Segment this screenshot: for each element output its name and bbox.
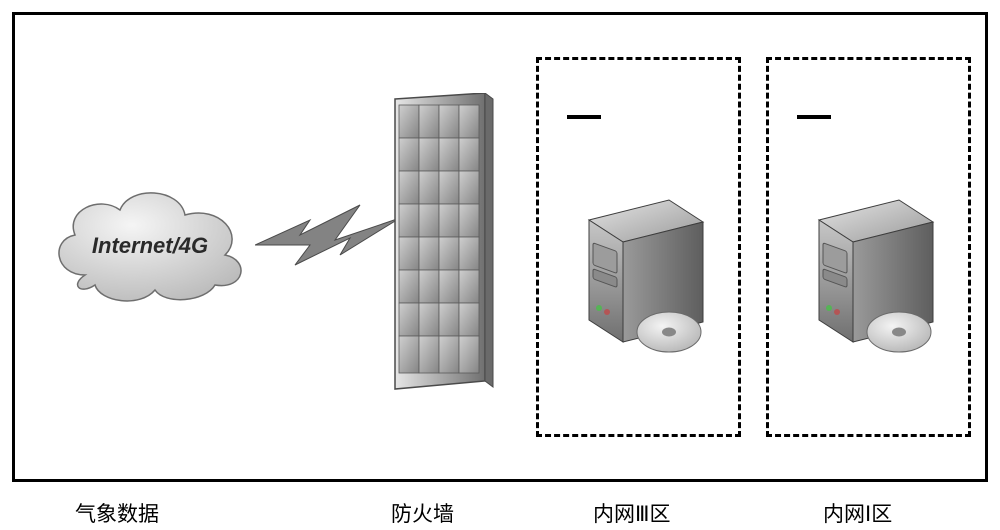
- server-zone-3: [569, 190, 714, 365]
- connection-lightning: [255, 200, 400, 270]
- cloud-icon: Internet/4G: [45, 180, 255, 310]
- intranet-zone-1: [766, 57, 971, 437]
- lightning-icon: [255, 200, 400, 270]
- label-row: 气象数据 防火墙 内网Ⅲ区 内网Ⅰ区: [0, 498, 1000, 528]
- label-zone1: 内网Ⅰ区: [823, 498, 892, 528]
- label-firewall: 防火墙: [391, 498, 454, 528]
- server-icon: [569, 190, 714, 365]
- zone-tick: [797, 115, 831, 119]
- firewall: [385, 93, 495, 393]
- server-zone-1: [799, 190, 944, 365]
- label-cloud: 气象数据: [75, 498, 159, 528]
- diagram-frame: Internet/4G: [12, 12, 988, 482]
- cloud-label: Internet/4G: [92, 233, 208, 258]
- zone-tick: [567, 115, 601, 119]
- firewall-icon: [385, 93, 495, 393]
- label-zone3: 内网Ⅲ区: [593, 498, 670, 528]
- intranet-zone-3: [536, 57, 741, 437]
- cloud-internet: Internet/4G: [45, 180, 255, 310]
- server-icon: [799, 190, 944, 365]
